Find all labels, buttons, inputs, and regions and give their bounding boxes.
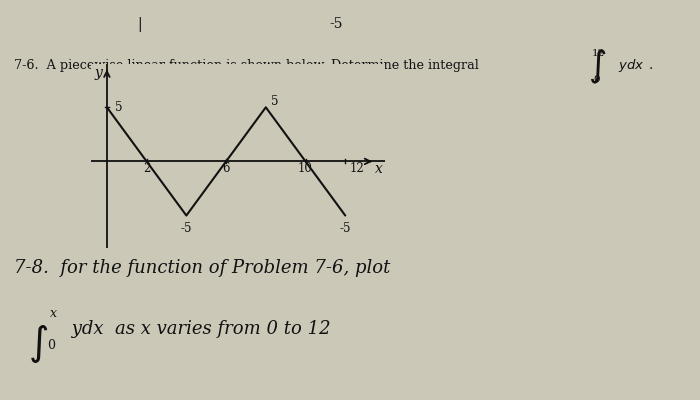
Text: x: x [50,307,57,320]
Text: 5: 5 [115,101,122,114]
Text: 10: 10 [298,162,313,176]
Text: $\int$: $\int$ [588,48,606,86]
Text: -5: -5 [181,222,192,235]
Text: 12: 12 [592,50,605,58]
Text: 12: 12 [349,162,364,176]
Text: x: x [375,162,383,176]
Text: .: . [649,59,653,72]
Text: 0: 0 [48,339,55,352]
Text: -5: -5 [340,222,351,235]
Text: 2: 2 [143,162,150,176]
Text: -5: -5 [329,17,343,31]
Text: $\int$: $\int$ [28,323,48,365]
Text: |: | [138,16,142,32]
Text: 6: 6 [223,162,230,176]
Text: $ydx$: $ydx$ [618,57,645,74]
Text: ydx  as x varies from 0 to 12: ydx as x varies from 0 to 12 [66,320,331,338]
Text: 0: 0 [593,75,599,84]
Text: 5: 5 [271,95,279,108]
Text: 7-8.  for the function of Problem 7-6, plot: 7-8. for the function of Problem 7-6, pl… [14,259,391,277]
Text: 7-6.  A piecewise linear function is shown below. Determine the integral: 7-6. A piecewise linear function is show… [14,59,479,72]
Text: y: y [95,66,103,80]
